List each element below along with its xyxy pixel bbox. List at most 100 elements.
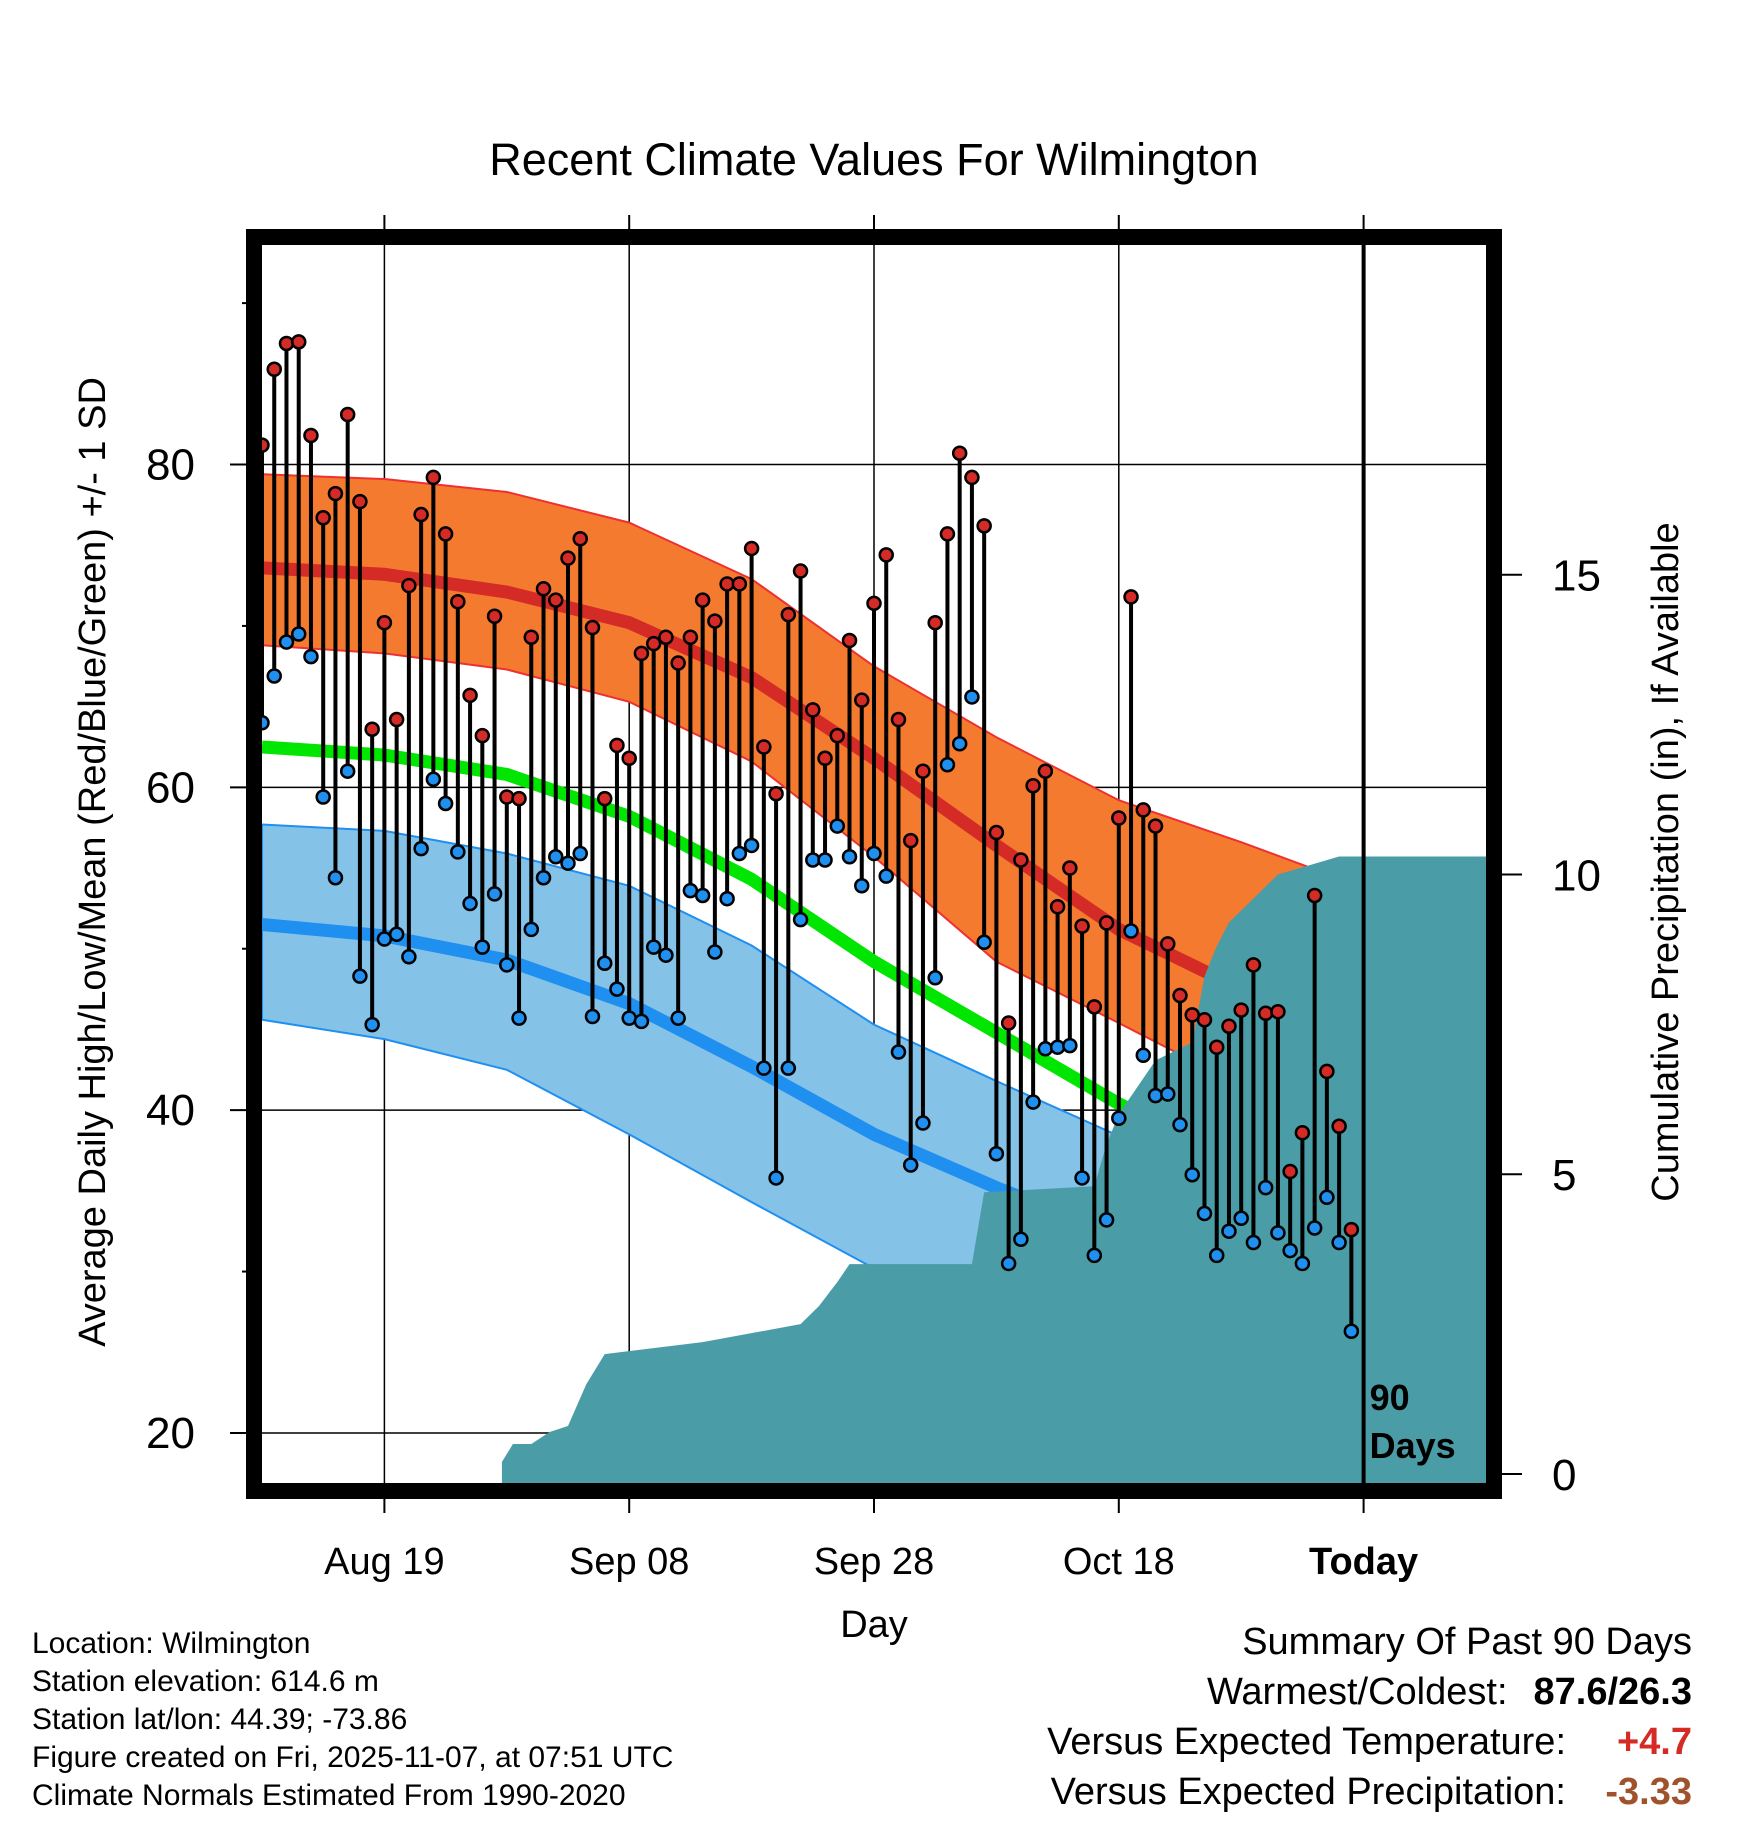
observed-high-point [339, 406, 356, 423]
observed-low-point [1049, 1039, 1066, 1055]
observed-high-point [1123, 589, 1139, 605]
observed-low-point [1221, 1223, 1237, 1239]
temperature-label: Versus Expected Temperature: [1047, 1721, 1566, 1763]
observed-low-point [1160, 1086, 1176, 1102]
observed-high-point [560, 550, 576, 566]
observed-high-point [1270, 1003, 1286, 1020]
observed-high-point [1306, 887, 1323, 904]
observed-low-point [1233, 1210, 1249, 1227]
observed-high-point [303, 427, 319, 444]
observed-high-point [805, 702, 821, 718]
observed-low-point [1343, 1323, 1360, 1340]
observed-low-point [1098, 1212, 1115, 1228]
observed-high-point [262, 437, 270, 453]
observed-low-point [262, 715, 270, 731]
observed-high-point [290, 334, 307, 350]
created-text: Figure created on Fri, 2025-11-07, at 07… [32, 1741, 674, 1774]
observed-high-point [401, 577, 417, 594]
observed-low-point [266, 668, 282, 684]
today-annotation-line2: Days [1370, 1425, 1456, 1466]
observed-low-point [339, 763, 356, 779]
observed-low-point [1111, 1110, 1127, 1126]
observed-high-point [1233, 1002, 1249, 1018]
observed-high-point [511, 790, 527, 807]
observed-high-point [548, 592, 564, 608]
observed-low-point [841, 848, 858, 865]
observed-high-point [425, 469, 442, 486]
observed-low-point [1331, 1234, 1347, 1251]
location-text: Location: Wilmington [32, 1627, 311, 1660]
observed-low-point [927, 970, 943, 986]
observed-high-point [1245, 957, 1262, 973]
precipitation-label: Versus Expected Precipitation: [1050, 1771, 1566, 1813]
observed-high-point [1282, 1163, 1298, 1180]
observed-low-point [462, 895, 478, 912]
temperature-row: Versus Expected Temperature: +4.7 [1047, 1717, 1692, 1767]
observed-low-point [817, 852, 833, 868]
x-tick-label: Today [1309, 1541, 1418, 1583]
y2-tick-label: 10 [1552, 851, 1601, 900]
observed-high-point [364, 721, 380, 737]
observed-low-point [1013, 1231, 1029, 1248]
observed-high-point [572, 531, 588, 547]
x-axis-label: Day [840, 1604, 908, 1646]
observed-low-point [425, 771, 442, 788]
observed-high-point [474, 727, 491, 744]
observed-high-point [523, 629, 540, 645]
observed-low-point [1257, 1179, 1274, 1196]
observed-low-point [1270, 1225, 1286, 1241]
observed-high-point [756, 739, 772, 755]
observed-low-point [1306, 1220, 1323, 1236]
observed-low-point [829, 818, 846, 834]
observed-low-point [1184, 1166, 1200, 1183]
temperature-value: +4.7 [1616, 1721, 1692, 1763]
plot-area [262, 245, 1486, 1483]
observed-high-point [829, 727, 846, 744]
observed-low-point [352, 968, 368, 984]
observed-high-point [951, 445, 968, 461]
y-tick-label: 20 [146, 1409, 195, 1458]
observed-low-point [1245, 1234, 1262, 1251]
observed-low-point [596, 955, 613, 972]
observed-low-point [1208, 1247, 1225, 1264]
y-tick-label: 80 [146, 441, 195, 490]
observed-high-point [1037, 763, 1054, 779]
observed-high-point [266, 361, 282, 378]
observed-high-point [1172, 987, 1188, 1004]
observed-high-point [878, 547, 894, 563]
warmest-coldest-label: Warmest/Coldest: [1206, 1671, 1508, 1713]
observed-high-point [1000, 1015, 1017, 1031]
observed-high-point [388, 711, 405, 728]
observed-low-point [1172, 1116, 1188, 1133]
observed-high-point [535, 581, 552, 597]
observed-low-point [780, 1060, 797, 1076]
observed-low-point [1086, 1247, 1103, 1264]
observed-low-point [756, 1060, 772, 1076]
x-tick-label: Aug 19 [324, 1541, 444, 1583]
observed-low-point [768, 1170, 784, 1186]
observed-high-point [315, 510, 331, 526]
observed-high-point [278, 335, 295, 352]
observed-low-point [915, 1115, 931, 1131]
observed-high-point [1049, 899, 1066, 915]
station-info: Location: Wilmington Station elevation: … [32, 1625, 673, 1815]
observed-high-point [1147, 818, 1164, 834]
observed-high-point [1025, 777, 1041, 794]
observed-low-point [1282, 1242, 1298, 1259]
observed-low-point [854, 878, 870, 894]
observed-low-point [1037, 1041, 1054, 1057]
observed-low-point [951, 736, 968, 752]
observed-low-point [584, 1008, 601, 1025]
observed-low-point [315, 789, 331, 805]
observed-high-point [437, 526, 454, 542]
observed-high-point [1208, 1039, 1225, 1055]
chart-title: Recent Climate Values For Wilmington [489, 134, 1258, 185]
observed-high-point [499, 789, 515, 805]
observed-high-point [694, 592, 711, 608]
warmest-coldest-row: Warmest/Coldest: 87.6/26.3 [1047, 1667, 1692, 1717]
observed-low-point [1025, 1094, 1041, 1110]
observed-high-point [707, 613, 723, 629]
observed-low-point [413, 840, 429, 857]
observed-low-point [1135, 1047, 1152, 1064]
